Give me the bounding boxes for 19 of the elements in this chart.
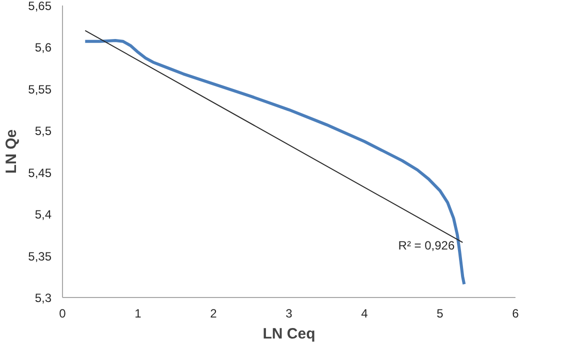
y-tick-label: 5,5 [34,124,52,138]
x-tick-label: 3 [286,306,293,320]
y-tick-label: 5,3 [34,291,52,305]
x-tick-label: 5 [436,306,444,320]
x-tick-label: 1 [134,306,142,320]
x-axis-title: LN Ceq [262,326,316,342]
x-tick-label: 2 [210,306,218,320]
y-tick-label: 5,45 [28,166,52,180]
y-tick-label: 5,4 [34,208,52,222]
x-tick-label: 6 [512,306,520,320]
x-tick-label: 0 [59,306,66,320]
y-tick-label: 5,55 [28,82,52,96]
y-tick-label: 5,35 [28,249,52,264]
annotation: R² = 0,926 [398,238,455,252]
x-tick-label: 4 [361,306,368,320]
y-tick-label: 5,6 [34,40,52,55]
y-tick-label: 5,65 [28,0,52,13]
line-series [84,39,466,286]
y-axis-title: LN Qe [3,129,20,174]
